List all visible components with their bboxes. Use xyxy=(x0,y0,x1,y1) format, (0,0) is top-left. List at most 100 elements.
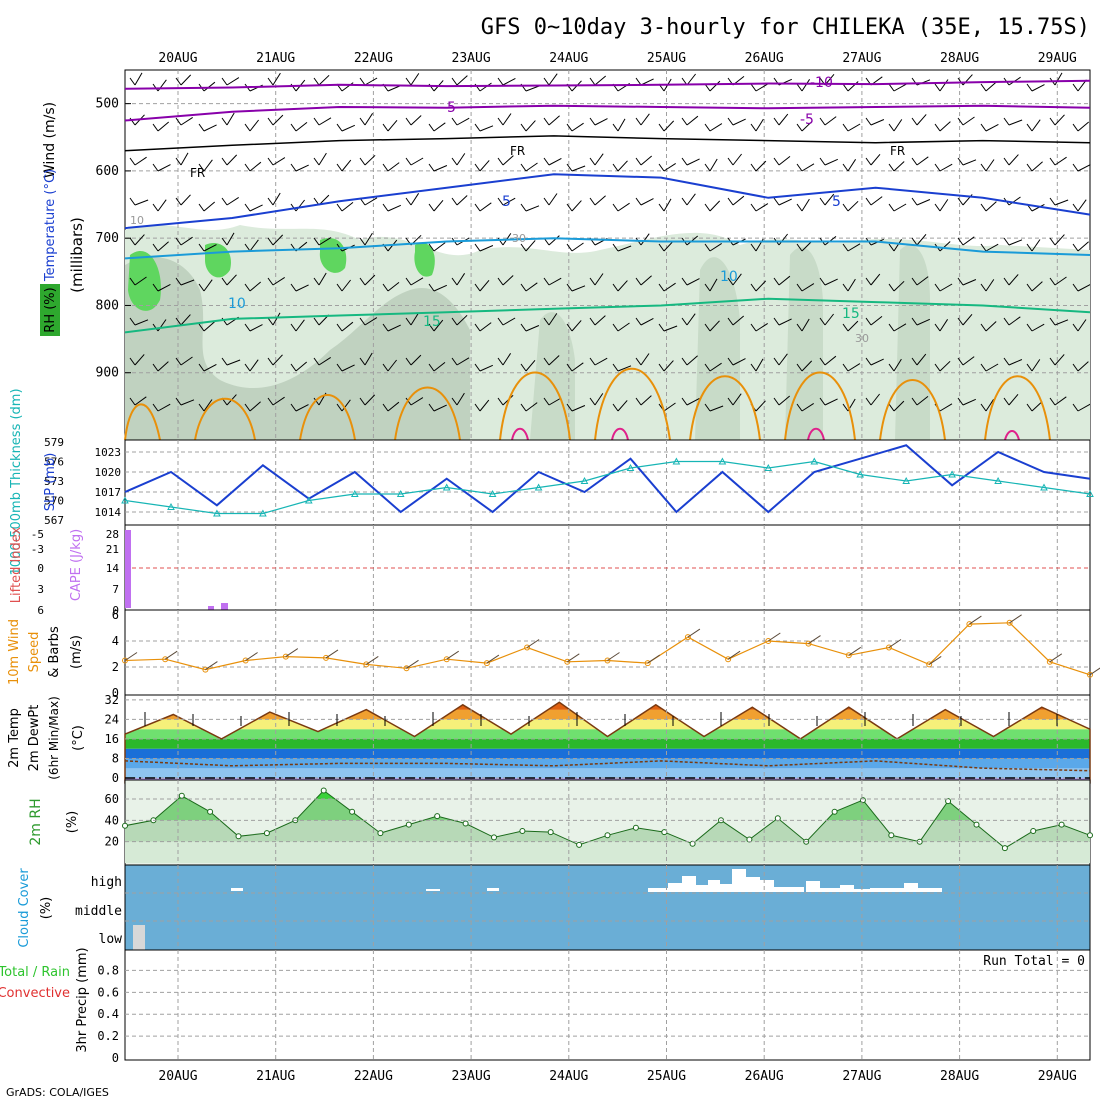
wind-barb-feather xyxy=(244,403,251,412)
wind-barb xyxy=(502,197,516,206)
rh2m-point xyxy=(1001,845,1008,852)
wind-barb-feather xyxy=(1049,117,1056,126)
wind-barb-feather xyxy=(428,363,435,372)
wind-barb-feather xyxy=(934,83,941,92)
wind-barb-feather xyxy=(1072,403,1079,412)
wind-barb xyxy=(479,279,490,292)
wind-barb-feather xyxy=(796,363,803,372)
cape-tick-label: 7 xyxy=(112,583,119,596)
wind-barb xyxy=(433,284,448,292)
precip-tick-label: 0.4 xyxy=(97,1007,119,1021)
wind-barb xyxy=(387,359,397,372)
isotherm-label-5-b: 5 xyxy=(832,194,841,210)
wind-barb xyxy=(1031,239,1041,252)
wind-barb-feather xyxy=(313,397,320,406)
wind-barb xyxy=(939,241,951,252)
wind-barb xyxy=(939,283,953,292)
wind-barb-feather xyxy=(405,317,412,326)
date-label-top: 24AUG xyxy=(549,51,588,66)
wind-barb-feather xyxy=(221,157,228,166)
pressure-tick-label: 600 xyxy=(96,164,119,179)
pressure-tick-label: 900 xyxy=(96,366,119,381)
wind-barb-feather xyxy=(589,277,596,286)
wind-barb xyxy=(203,363,217,372)
wind-barb-feather xyxy=(750,163,757,172)
thickness-tick-label: 567 xyxy=(44,514,64,527)
rh2m-point xyxy=(888,832,895,839)
wind-barb-feather xyxy=(704,283,711,292)
li-tick-label: -3 xyxy=(31,543,44,556)
rh2m-point xyxy=(547,829,554,836)
cloud-layer-low: low xyxy=(99,932,123,947)
wind-barb-feather xyxy=(865,317,872,326)
wind-barb-feather xyxy=(796,123,803,132)
wind-barb xyxy=(617,400,628,412)
wind-barb xyxy=(893,83,907,92)
wind-barb-feather xyxy=(221,117,228,126)
wind-barb-feather xyxy=(612,123,619,132)
wind-barb-feather xyxy=(589,357,596,366)
isotherms xyxy=(124,79,1091,334)
wind-barb xyxy=(134,234,145,246)
rh2m-label: 2m RH xyxy=(28,798,44,845)
wind-barb xyxy=(1054,276,1067,286)
wind-barb-feather xyxy=(911,277,918,286)
rh-contour-label-30: 30 xyxy=(512,232,526,245)
wind-barb xyxy=(1054,156,1067,166)
wind-barb xyxy=(1031,323,1045,332)
thickness-axis-label: 1000-500mb Thickness (dm) xyxy=(9,388,24,575)
cloud-cover-block xyxy=(231,888,243,891)
wind-barb-feather xyxy=(934,163,941,172)
wind10m-point xyxy=(966,621,973,628)
wind-barb-feather xyxy=(451,277,458,286)
wind-barb xyxy=(870,316,883,326)
wind10m-point xyxy=(162,656,169,663)
precip-grid xyxy=(125,950,1090,1060)
wind10m-panel: 0 2 4 6 10m Wind Speed & Barbs (m/s) xyxy=(7,608,1100,700)
wind10m-barb xyxy=(969,615,982,625)
wind-barb-feather xyxy=(635,77,642,86)
wind-barb-feather xyxy=(543,277,550,286)
wind-barb-feather xyxy=(727,117,734,126)
wind-barb-feather xyxy=(382,363,389,372)
wind-barb-feather xyxy=(842,243,849,252)
wind-barb xyxy=(180,236,193,246)
wind-barb xyxy=(801,79,811,92)
wind10m-point xyxy=(845,652,852,659)
cloud-grid xyxy=(125,865,1090,950)
wind-barb xyxy=(640,317,654,326)
wind-barb xyxy=(617,280,628,292)
wind-barb-feather xyxy=(474,123,481,132)
wind-barb-feather xyxy=(451,157,458,166)
date-label-top: 22AUG xyxy=(354,51,393,66)
wind-barb-feather xyxy=(635,397,642,406)
li-tick-label: 3 xyxy=(37,583,44,596)
wind-barb xyxy=(594,75,607,86)
wind-barb-feather xyxy=(842,283,849,292)
wind-barb-feather xyxy=(221,237,228,246)
wind-barb-feather xyxy=(497,357,504,366)
wind-barb xyxy=(1054,319,1069,326)
wind-barb-feather xyxy=(888,83,895,92)
wind-barb-feather xyxy=(773,397,780,406)
cape-li-panel: -5 -3 0 3 6 28 21 14 7 0 Lifted Index CAPE (J/kg) xyxy=(9,524,1091,617)
wind-barb xyxy=(548,235,560,246)
wind-barb xyxy=(1008,316,1021,326)
wind-barb xyxy=(824,193,835,206)
thickness-slp-ticks: 567 570 573 576 579 1014 1017 1020 1023 xyxy=(44,436,121,527)
rh2m-point xyxy=(831,808,838,815)
wind-barb-feather xyxy=(773,277,780,286)
wind-barb-feather xyxy=(290,363,297,372)
wind-barb-feather xyxy=(842,123,849,132)
cloud-bars xyxy=(231,869,942,892)
wind-barb xyxy=(640,113,650,126)
rh2m-point xyxy=(859,797,866,804)
wind-barb xyxy=(226,232,235,246)
wind-barb xyxy=(893,119,903,132)
wind-barb-feather xyxy=(589,157,596,166)
wind-barb xyxy=(318,152,327,166)
wind-barb-feather xyxy=(957,277,964,286)
wind-barb-feather xyxy=(566,323,573,332)
wind-barb xyxy=(778,156,791,166)
wind-barb xyxy=(709,158,718,172)
